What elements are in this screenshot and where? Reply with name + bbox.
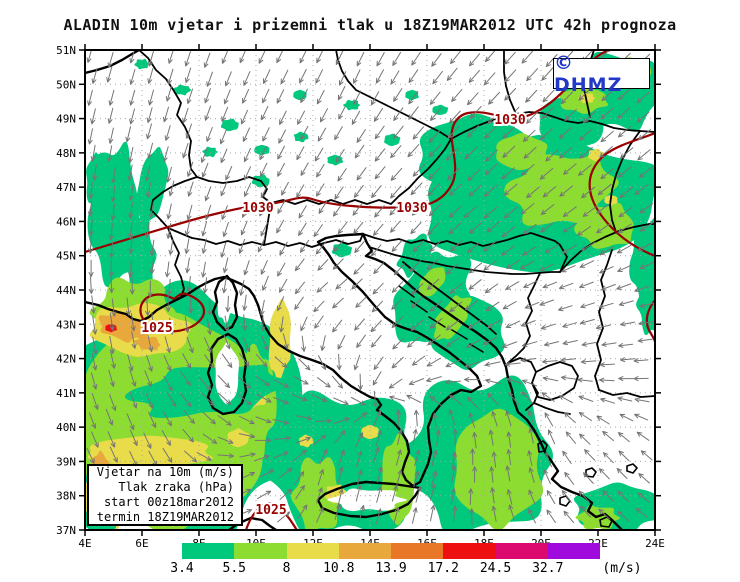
info-line-pressure: Tlak zraka (hPa): [118, 480, 234, 494]
legend-color-block: [182, 543, 235, 559]
legend-value: 8: [282, 561, 291, 576]
lat-tick-label: 40N: [56, 421, 76, 434]
info-line-termin: termin 18Z19MAR2012: [96, 510, 234, 524]
lat-tick-label: 37N: [56, 524, 76, 537]
lat-tick-label: 46N: [56, 215, 76, 228]
wind-arrows: [86, 50, 655, 525]
isobar-label: 1030: [494, 113, 525, 128]
dhmz-logo-text: © DHMZ: [554, 51, 623, 96]
legend-value: 5.5: [222, 561, 246, 576]
lat-tick-label: 49N: [56, 113, 76, 126]
legend-color-block: [391, 543, 444, 559]
legend-value: 3.4: [170, 561, 194, 576]
lat-tick-label: 42N: [56, 353, 76, 366]
lat-tick-label: 39N: [56, 455, 76, 468]
lat-tick-label: 41N: [56, 387, 76, 400]
legend-value: 32.7: [532, 561, 564, 576]
lat-tick-label: 51N: [56, 44, 76, 57]
isobar-label: 1025: [255, 503, 286, 518]
info-line-start: start 00z18mar2012: [103, 495, 234, 509]
legend-value: 10.8: [323, 561, 355, 576]
legend-unit: (m/s): [602, 561, 642, 576]
isobars: [85, 50, 655, 530]
legend-color-block: [234, 543, 287, 559]
lat-tick-label: 38N: [56, 490, 76, 503]
lat-tick-label: 48N: [56, 147, 76, 160]
isobar-label: 1030: [242, 201, 273, 216]
lat-tick-label: 45N: [56, 250, 76, 263]
wind-speed-legend: 3.4 5.5 8 10.8 13.9 17.2 24.5 32.7 (m/s): [170, 543, 682, 579]
lat-tick-label: 47N: [56, 181, 76, 194]
legend-color-block: [286, 543, 339, 559]
legend-color-block: [338, 543, 391, 559]
dhmz-logo: © DHMZ: [553, 52, 650, 96]
map-title: ALADIN 10m vjetar i prizemni tlak u 18Z1…: [63, 16, 677, 34]
info-line-variable: Vjetar na 10m (m/s): [96, 465, 234, 479]
graticule: [85, 50, 655, 530]
isobar-label: 1030: [396, 201, 427, 216]
isobar-labels: 1030 1030 1030 1025 1025: [139, 111, 527, 520]
legend-value: 17.2: [427, 561, 459, 576]
legend-color-block: [547, 543, 600, 559]
lon-tick-label: 24E: [645, 537, 665, 550]
lat-tick-label: 44N: [56, 284, 76, 297]
lon-tick-label: 4E: [78, 537, 91, 550]
info-box: Vjetar na 10m (m/s) Tlak zraka (hPa) sta…: [87, 464, 243, 526]
legend-labels: 3.4 5.5 8 10.8 13.9 17.2 24.5 32.7 (m/s): [170, 561, 682, 577]
lat-tick-label: 43N: [56, 318, 76, 331]
legend-value: 24.5: [479, 561, 512, 576]
legend-color-block: [443, 543, 496, 559]
lon-tick-label: 6E: [135, 537, 148, 550]
legend-color-block: [495, 543, 548, 559]
isobar-label: 1025: [141, 321, 172, 336]
lat-tick-label: 50N: [56, 78, 76, 91]
legend-color-bar: [182, 543, 600, 559]
legend-value: 13.9: [375, 561, 407, 576]
